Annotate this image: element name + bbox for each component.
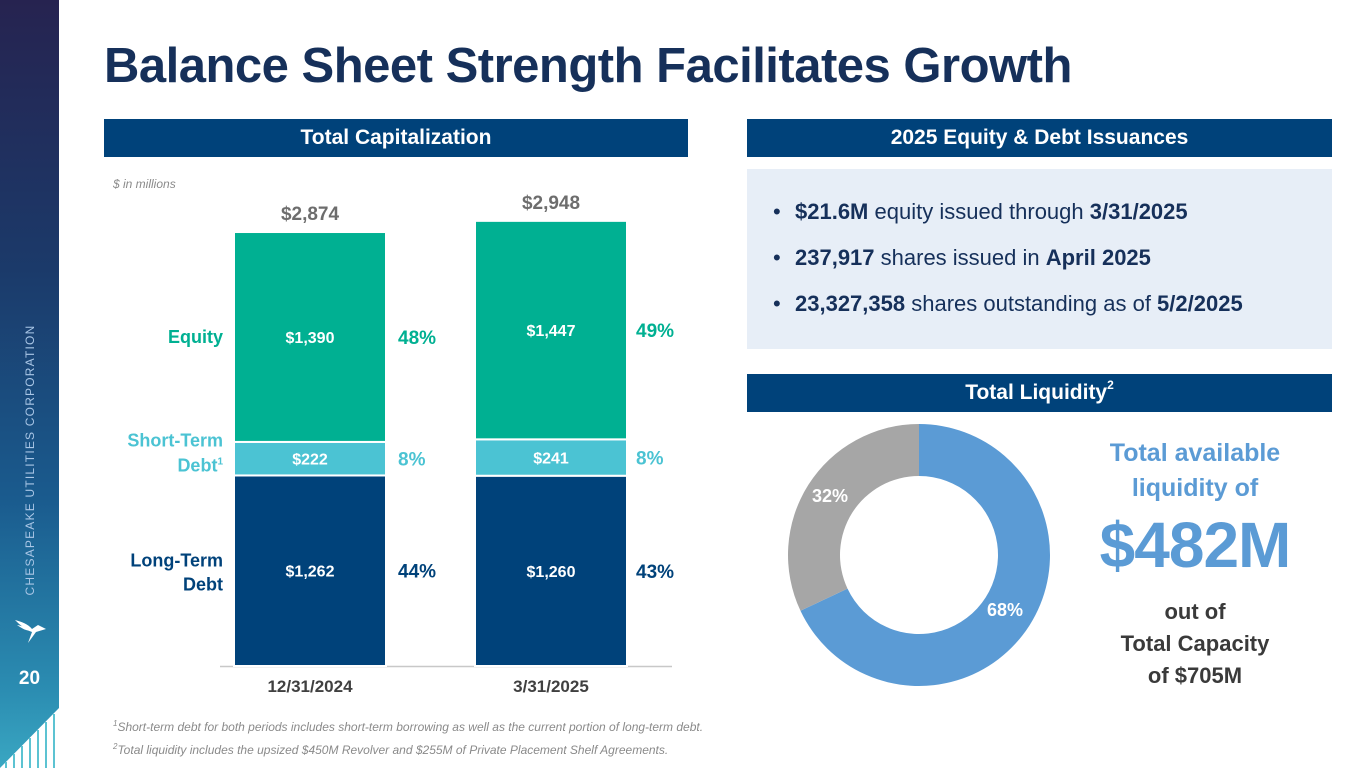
bar-value-label: $1,260 — [527, 564, 576, 581]
decorative-lines — [0, 708, 59, 768]
bar-percent-label: 44% — [398, 562, 436, 583]
footnotes: 1Short-term debt for both periods includ… — [113, 714, 703, 760]
issuance-value: 237,917 — [795, 245, 875, 270]
capitalization-header: Total Capitalization — [104, 119, 688, 157]
series-label-long-term-debt: Debt — [183, 575, 223, 595]
bar-value-label: $1,390 — [286, 330, 335, 347]
footnote-marker: 2 — [1107, 378, 1114, 392]
issuances-box: • $21.6M equity issued through 3/31/2025… — [747, 169, 1332, 349]
issuance-text: shares issued in — [874, 245, 1046, 270]
liquidity-label: Total available liquidity of — [1080, 436, 1310, 506]
bar-segment-equity — [233, 231, 387, 443]
issuance-date: April 2025 — [1045, 245, 1151, 270]
bar-value-label: $1,447 — [527, 323, 576, 340]
issuance-item: • 23,327,358 shares outstanding as of 5/… — [773, 289, 1332, 335]
company-name: CHESAPEAKE UTILITIES CORPORATION — [23, 324, 37, 596]
liquidity-label-line: Total available — [1109, 439, 1281, 467]
footnote-text: Total liquidity includes the upsized $45… — [117, 743, 669, 757]
footnote-marker: 1 — [217, 457, 223, 468]
series-label-equity: Equity — [168, 327, 223, 347]
donut-slice-used — [788, 424, 919, 611]
issuance-text: shares outstanding as of — [905, 291, 1158, 316]
bar-value-label: $222 — [292, 452, 328, 469]
issuances-list: • $21.6M equity issued through 3/31/2025… — [747, 169, 1332, 335]
footnote: 2Total liquidity includes the upsized $4… — [113, 737, 703, 760]
bar-percent-label: 48% — [398, 328, 436, 349]
issuance-item: • 237,917 shares issued in April 2025 — [773, 243, 1332, 289]
liquidity-header-text: Total Liquidity — [965, 381, 1108, 404]
bird-logo-icon — [15, 620, 46, 643]
series-label-long-term-debt: Long-Term — [130, 551, 223, 571]
bullet-icon: • — [773, 199, 781, 224]
issuance-date: 3/31/2025 — [1089, 199, 1188, 224]
bullet-icon: • — [773, 245, 781, 270]
issuance-text: equity issued through — [868, 199, 1090, 224]
liquidity-capacity: out of Total Capacity of $705M — [1080, 596, 1310, 692]
x-tick-label: 3/31/2025 — [513, 677, 589, 696]
capacity-line: Total Capacity — [1120, 631, 1270, 656]
units-note: $ in millions — [113, 177, 176, 191]
page-number: 20 — [18, 668, 41, 689]
issuance-value: 23,327,358 — [795, 291, 906, 316]
bullet-icon: • — [773, 291, 781, 316]
issuances-header: 2025 Equity & Debt Issuances — [747, 119, 1332, 157]
bar-percent-label: 49% — [636, 321, 674, 342]
issuance-value: $21.6M — [795, 199, 869, 224]
capacity-line: of $705M — [1147, 663, 1243, 688]
page-title: Balance Sheet Strength Facilitates Growt… — [104, 39, 1072, 93]
bar-segment-short-term-debt — [233, 440, 387, 477]
footnote-marker: 2 — [113, 742, 118, 751]
liquidity-header: Total Liquidity2 — [747, 374, 1332, 412]
series-label-short-term-debt: Debt1 — [177, 456, 223, 476]
issuance-date: 5/2/2025 — [1157, 291, 1243, 316]
bar-percent-label: 8% — [398, 450, 426, 471]
bar-segment-long-term-debt — [474, 474, 628, 667]
x-tick-label: 12/31/2024 — [267, 677, 353, 696]
series-label-short-term-debt: Short-Term — [127, 431, 223, 451]
bar-percent-label: 43% — [636, 562, 674, 583]
bar-total-label: $2,948 — [522, 193, 580, 214]
capacity-line: out of — [1164, 599, 1226, 624]
sidebar: CHESAPEAKE UTILITIES CORPORATION 20 — [0, 0, 59, 768]
bar-segment-short-term-debt — [474, 438, 628, 477]
footnote-text: Short-term debt for both periods include… — [117, 720, 704, 734]
capitalization-chart: $1,262 44% $222 8% $1,390 48% $2,874 12/31/2024… — [127, 193, 674, 696]
liquidity-donut-chart: 68% 32% — [788, 424, 1050, 686]
liquidity-label-line: liquidity of — [1131, 474, 1259, 502]
bar-total-label: $2,874 — [281, 204, 340, 225]
bar-percent-label: 8% — [636, 449, 664, 470]
donut-label-used: 32% — [812, 486, 848, 506]
bar-value-label: $1,262 — [286, 564, 335, 581]
liquidity-amount: $482M — [1099, 509, 1292, 581]
bar-value-label: $241 — [533, 451, 569, 468]
donut-slice-available — [800, 424, 1050, 686]
issuance-item: • $21.6M equity issued through 3/31/2025 — [773, 197, 1332, 243]
bar-segment-equity — [474, 219, 628, 441]
footnote-marker: 1 — [113, 719, 118, 728]
donut-label-available: 68% — [987, 600, 1023, 620]
footnote: 1Short-term debt for both periods includ… — [113, 714, 703, 737]
